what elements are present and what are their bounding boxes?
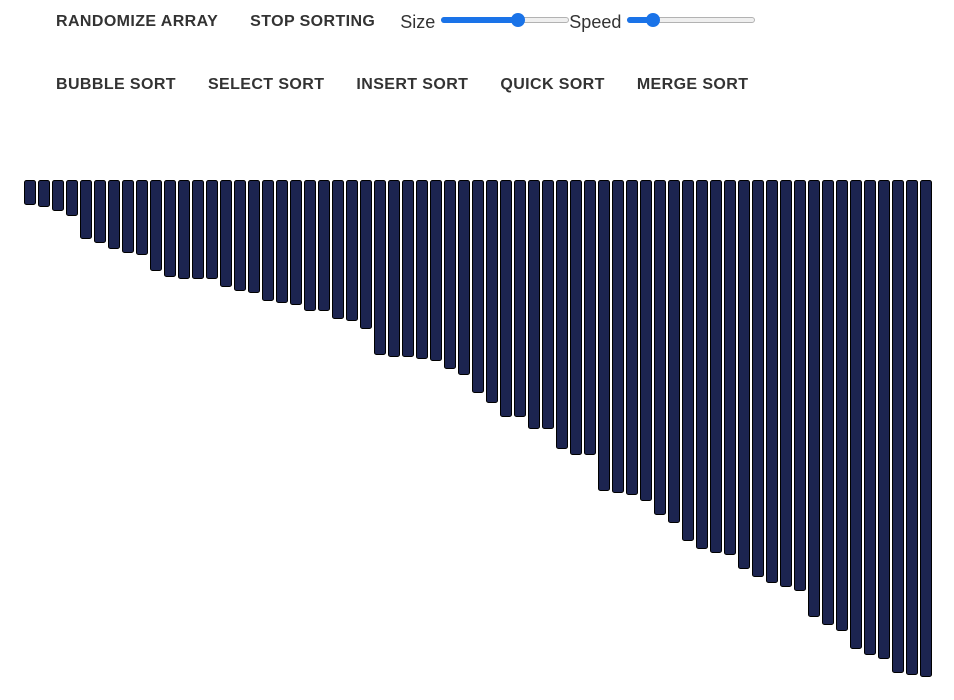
array-bar-40 — [584, 180, 596, 455]
algorithm-buttons: BUBBLE SORT SELECT SORT INSERT SORT QUIC… — [40, 71, 764, 99]
array-bar-0 — [24, 180, 36, 205]
array-bar-56 — [808, 180, 820, 617]
array-bar-1 — [38, 180, 50, 207]
array-bar-57 — [822, 180, 834, 625]
array-bar-58 — [836, 180, 848, 631]
size-slider-thumb[interactable] — [510, 13, 525, 27]
array-bar-10 — [164, 180, 176, 277]
array-bar-48 — [696, 180, 708, 549]
array-bar-41 — [598, 180, 610, 491]
randomize-array-button[interactable]: RANDOMIZE ARRAY — [40, 8, 234, 36]
array-bar-13 — [206, 180, 218, 279]
array-bar-43 — [626, 180, 638, 495]
array-bar-42 — [612, 180, 624, 493]
insert-sort-button[interactable]: INSERT SORT — [340, 71, 484, 99]
array-bar-44 — [640, 180, 652, 501]
array-bar-32 — [472, 180, 484, 393]
stop-sorting-button[interactable]: STOP SORTING — [234, 8, 391, 36]
array-bar-37 — [542, 180, 554, 429]
quick-sort-button[interactable]: QUICK SORT — [484, 71, 620, 99]
array-bar-20 — [304, 180, 316, 311]
speed-slider-thumb[interactable] — [645, 13, 660, 27]
array-bar-61 — [878, 180, 890, 659]
array-bar-60 — [864, 180, 876, 655]
bubble-sort-button[interactable]: BUBBLE SORT — [40, 71, 192, 99]
array-bar-35 — [514, 180, 526, 417]
array-bar-26 — [388, 180, 400, 357]
array-bar-64 — [920, 180, 932, 677]
array-bar-27 — [402, 180, 414, 357]
array-bar-62 — [892, 180, 904, 673]
array-bar-5 — [94, 180, 106, 243]
array-bar-11 — [178, 180, 190, 279]
array-bar-28 — [416, 180, 428, 359]
toolbar: RANDOMIZE ARRAY STOP SORTING Size Speed — [40, 8, 756, 36]
array-bar-18 — [276, 180, 288, 303]
speed-label: Speed — [569, 12, 622, 32]
array-bar-23 — [346, 180, 358, 321]
array-bar-6 — [108, 180, 120, 249]
array-bar-50 — [724, 180, 736, 555]
array-bar-2 — [52, 180, 64, 211]
array-bar-38 — [556, 180, 568, 449]
size-label: Size — [400, 12, 436, 32]
array-bar-24 — [360, 180, 372, 329]
array-bar-17 — [262, 180, 274, 301]
array-bar-39 — [570, 180, 582, 455]
array-bar-51 — [738, 180, 750, 569]
array-bar-7 — [122, 180, 134, 253]
size-slider[interactable] — [441, 8, 570, 36]
array-bar-31 — [458, 180, 470, 375]
array-bar-14 — [220, 180, 232, 287]
array-bar-33 — [486, 180, 498, 403]
array-bar-36 — [528, 180, 540, 429]
select-sort-button[interactable]: SELECT SORT — [192, 71, 340, 99]
array-bar-9 — [150, 180, 162, 271]
array-bar-16 — [248, 180, 260, 293]
speed-slider[interactable] — [627, 8, 756, 36]
array-bar-54 — [780, 180, 792, 587]
array-bar-25 — [374, 180, 386, 355]
array-bar-8 — [136, 180, 148, 255]
array-bar-29 — [430, 180, 442, 361]
array-bar-63 — [906, 180, 918, 675]
array-bar-53 — [766, 180, 778, 583]
array-bar-22 — [332, 180, 344, 319]
array-bar-34 — [500, 180, 512, 417]
array-bar-21 — [318, 180, 330, 311]
array-bar-30 — [444, 180, 456, 369]
array-bar-59 — [850, 180, 862, 649]
merge-sort-button[interactable]: MERGE SORT — [621, 71, 765, 99]
array-bar-12 — [192, 180, 204, 279]
array-bar-3 — [66, 180, 78, 216]
size-slider-fill — [441, 17, 518, 23]
array-bar-47 — [682, 180, 694, 541]
array-bar-15 — [234, 180, 246, 291]
array-bar-4 — [80, 180, 92, 239]
array-bar-49 — [710, 180, 722, 553]
array-bar-46 — [668, 180, 680, 523]
array-bar-55 — [794, 180, 806, 591]
array-bar-45 — [654, 180, 666, 515]
speed-slider-fill — [627, 17, 653, 23]
array-bar-52 — [752, 180, 764, 577]
array-bar-19 — [290, 180, 302, 305]
